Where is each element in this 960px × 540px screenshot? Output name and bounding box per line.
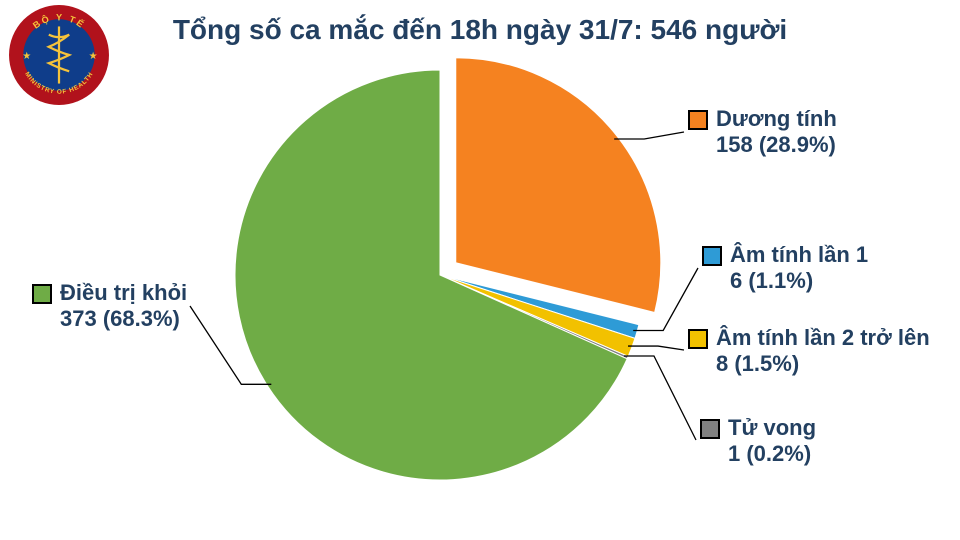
legend-neg2plus: Âm tính lần 2 trở lên 8 (1.5%)	[688, 325, 930, 378]
legend-neg2plus-label: Âm tính lần 2 trở lên	[716, 325, 930, 351]
chart-page: { "title": "Tổng số ca mắc đến 18h ngày …	[0, 0, 960, 540]
legend-death: Tử vong 1 (0.2%)	[700, 415, 816, 468]
swatch-neg1	[702, 246, 722, 266]
legend-neg1: Âm tính lần 1 6 (1.1%)	[702, 242, 868, 295]
swatch-death	[700, 419, 720, 439]
swatch-positive	[688, 110, 708, 130]
leader-line-recovered	[190, 306, 271, 384]
legend-recovered-label: Điều trị khỏi	[60, 280, 187, 306]
legend-neg2plus-value: 8 (1.5%)	[716, 351, 930, 377]
swatch-neg2plus	[688, 329, 708, 349]
legend-positive-label: Dương tính	[716, 106, 837, 132]
leader-line-neg1	[633, 268, 698, 330]
legend-positive-value: 158 (28.9%)	[716, 132, 837, 158]
legend-neg1-label: Âm tính lần 1	[730, 242, 868, 268]
legend-recovered-value: 373 (68.3%)	[60, 306, 187, 332]
legend-recovered: Điều trị khỏi 373 (68.3%)	[32, 280, 187, 333]
swatch-recovered	[32, 284, 52, 304]
legend-neg1-value: 6 (1.1%)	[730, 268, 868, 294]
legend-death-value: 1 (0.2%)	[728, 441, 816, 467]
legend-death-label: Tử vong	[728, 415, 816, 441]
leader-line-death	[624, 356, 696, 440]
leader-line-neg2plus	[628, 346, 684, 350]
leader-line-positive	[614, 132, 684, 139]
legend-positive: Dương tính 158 (28.9%)	[688, 106, 837, 159]
